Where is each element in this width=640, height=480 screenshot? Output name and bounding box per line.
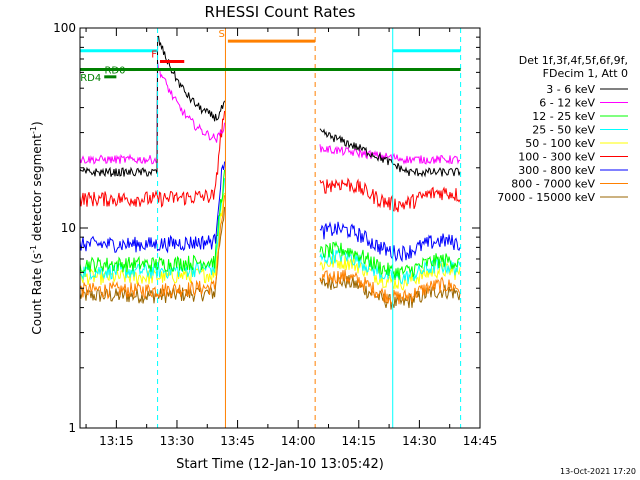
y-tick-label: 10 — [61, 221, 76, 235]
flag-bar-label: RD0 — [104, 66, 125, 77]
legend-entry-label: 300 - 800 keV — [518, 164, 595, 177]
x-tick-label: 14:45 — [463, 434, 498, 448]
x-tick-label: 13:15 — [99, 434, 134, 448]
series-line — [319, 269, 461, 305]
x-tick-label: 13:45 — [220, 434, 255, 448]
series-line — [319, 240, 461, 281]
legend-header: FDecim 1, Att 0 — [543, 67, 628, 80]
y-tick-label: 100 — [53, 21, 76, 35]
series-line — [79, 195, 226, 300]
series-line — [319, 128, 461, 178]
series-line — [79, 35, 226, 178]
series-line — [79, 110, 226, 208]
y-tick-label: 1 — [68, 421, 76, 435]
legend-entry-label: 100 - 300 keV — [518, 151, 595, 164]
legend-entry-label: 50 - 100 keV — [525, 137, 595, 150]
x-tick-label: 13:30 — [160, 434, 195, 448]
legend: Det 1f,3f,4f,5f,6f,9f,FDecim 1, Att 0 3 -… — [497, 54, 628, 204]
series-line — [79, 169, 226, 273]
legend-entry-label: 25 - 50 keV — [532, 124, 595, 137]
x-tick-label: 14:15 — [341, 434, 376, 448]
series-line — [79, 61, 226, 165]
y-axis-label: Count Rate (s-1 detector segment-1) — [29, 121, 44, 334]
flag-bar-label: RD4 — [80, 73, 101, 84]
chart-title: RHESSI Count Rates — [205, 3, 356, 21]
x-tick-label: 14:00 — [281, 434, 316, 448]
flag-bar-label: S — [219, 29, 225, 40]
series-line — [319, 274, 461, 310]
legend-entry-label: 7000 - 15000 keV — [497, 191, 595, 204]
legend-entry-label: 3 - 6 keV — [546, 83, 595, 96]
series-line — [319, 144, 461, 165]
flag-bar-label: F — [151, 49, 157, 60]
series-layer — [79, 35, 461, 310]
series-line — [79, 178, 226, 281]
legend-entry-label: 12 - 25 keV — [532, 110, 595, 123]
x-tick-label: 14:30 — [402, 434, 437, 448]
series-line — [319, 221, 461, 263]
legend-entry-label: 800 - 7000 keV — [511, 178, 595, 191]
x-axis-label: Start Time (12-Jan-10 13:05:42) — [176, 457, 384, 472]
series-line — [319, 177, 461, 213]
axes-layer: 1 10 100 13:15 13:30 13:45 14:00 14:15 14:30 14:4… — [53, 21, 497, 448]
legend-header: Det 1f,3f,4f,5f,6f,9f, — [519, 54, 628, 67]
legend-entry-label: 6 - 12 keV — [539, 97, 595, 110]
footer-date: 13-Oct-2021 17:20 — [560, 467, 636, 476]
series-line — [319, 255, 461, 291]
series-line — [79, 161, 226, 254]
